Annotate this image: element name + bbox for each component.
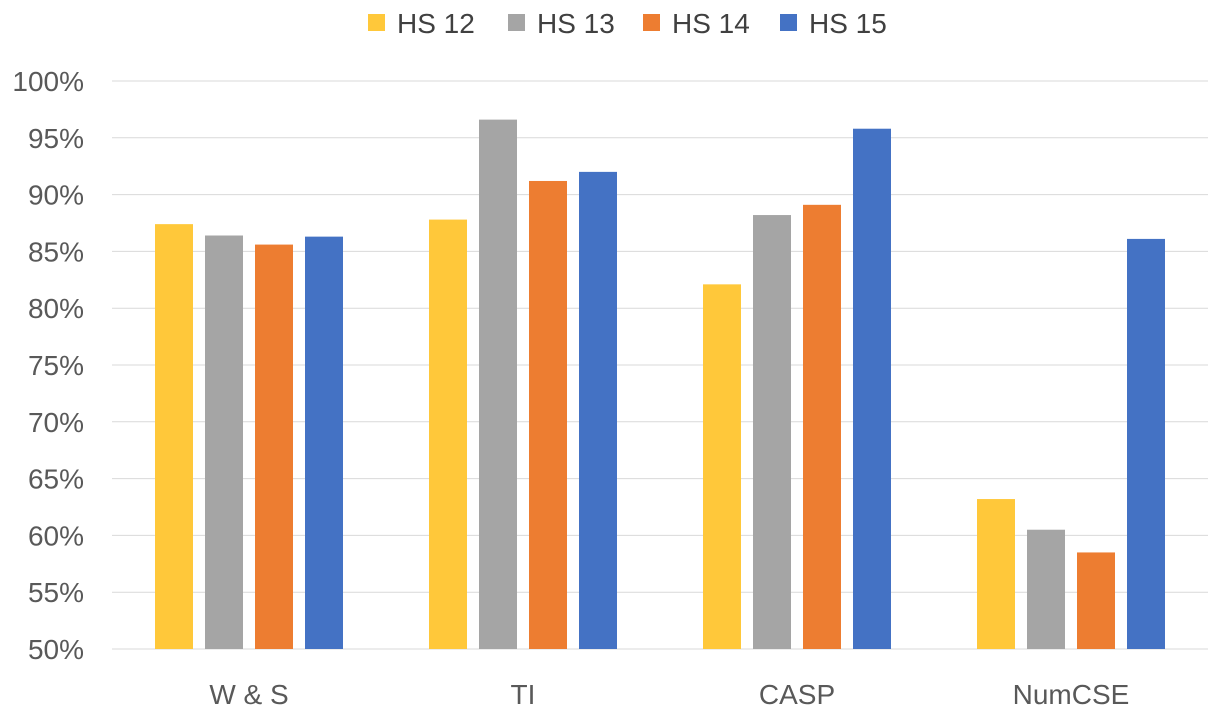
legend-label: HS 13	[537, 8, 615, 39]
y-tick-label: 60%	[28, 520, 84, 551]
bar-hs-12-3	[977, 499, 1015, 649]
bar-hs-14-2	[803, 205, 841, 649]
y-tick-label: 100%	[12, 66, 84, 97]
bar-hs-12-2	[703, 284, 741, 649]
bar-hs-14-0	[255, 245, 293, 649]
y-tick-label: 80%	[28, 293, 84, 324]
x-category-label: CASP	[759, 679, 835, 710]
x-category-label: NumCSE	[1013, 679, 1130, 710]
bar-hs-15-1	[579, 172, 617, 649]
legend-swatch	[508, 14, 525, 31]
y-tick-label: 55%	[28, 577, 84, 608]
legend-label: HS 12	[397, 8, 475, 39]
bars	[155, 120, 1165, 649]
legend-swatch	[780, 14, 797, 31]
y-axis: 50% 55% 60% 65% 70% 75% 80% 85% 90% 95% 100%	[12, 66, 84, 665]
x-category-label: W & S	[209, 679, 288, 710]
bar-hs-15-3	[1127, 239, 1165, 649]
bar-hs-13-2	[753, 215, 791, 649]
bar-hs-13-3	[1027, 530, 1065, 649]
y-tick-label: 85%	[28, 236, 84, 267]
x-axis: W & S TI CASP NumCSE	[209, 679, 1129, 710]
bar-hs-15-0	[305, 237, 343, 649]
bar-hs-15-2	[853, 129, 891, 649]
legend-swatch	[368, 14, 385, 31]
legend-swatch	[643, 14, 660, 31]
y-tick-label: 75%	[28, 350, 84, 381]
y-tick-label: 70%	[28, 407, 84, 438]
bar-hs-14-3	[1077, 552, 1115, 649]
legend: HS 12 HS 13 HS 14 HS 15	[368, 8, 887, 39]
legend-label: HS 14	[672, 8, 750, 39]
bar-hs-12-1	[429, 220, 467, 649]
legend-label: HS 15	[809, 8, 887, 39]
bar-hs-14-1	[529, 181, 567, 649]
bar-hs-12-0	[155, 224, 193, 649]
y-tick-label: 95%	[28, 123, 84, 154]
bar-hs-13-1	[479, 120, 517, 649]
y-tick-label: 65%	[28, 464, 84, 495]
y-tick-label: 50%	[28, 634, 84, 665]
bar-hs-13-0	[205, 235, 243, 649]
y-tick-label: 90%	[28, 180, 84, 211]
x-category-label: TI	[511, 679, 536, 710]
